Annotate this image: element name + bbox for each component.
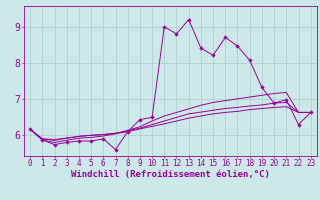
X-axis label: Windchill (Refroidissement éolien,°C): Windchill (Refroidissement éolien,°C) — [71, 170, 270, 179]
